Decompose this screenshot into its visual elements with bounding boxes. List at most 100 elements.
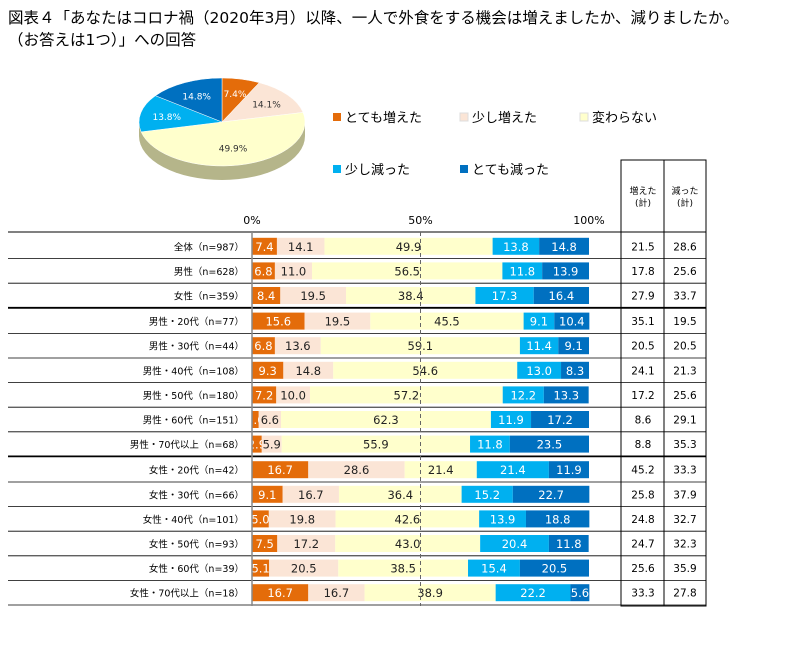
bar-value: 13.0 xyxy=(526,364,552,378)
bar-value: 11.0 xyxy=(281,264,307,278)
bar-value: 14.8 xyxy=(551,240,577,254)
bar-value: 56.5 xyxy=(394,264,420,278)
bar-segment xyxy=(519,559,589,577)
bar-segment xyxy=(492,237,540,255)
row-label: 男性（n=628） xyxy=(174,266,244,278)
bar-segment xyxy=(470,435,510,453)
bar-segment xyxy=(370,312,524,330)
bar-segment xyxy=(252,461,309,479)
bar-segment xyxy=(542,262,589,280)
bar-value: 43.0 xyxy=(395,537,421,551)
legend-swatch xyxy=(460,165,468,173)
bar-segment xyxy=(479,510,526,528)
title-line-2: （お答えは1つ）」への回答 xyxy=(8,31,197,49)
bar-segment xyxy=(475,287,534,304)
bar-value: 16.4 xyxy=(549,289,575,303)
bar-segment xyxy=(548,461,589,479)
axis-tick: 0% xyxy=(243,214,260,227)
bar-value: 36.4 xyxy=(387,488,413,502)
bar-value: 8.3 xyxy=(566,364,584,378)
bar-segment xyxy=(533,287,589,304)
legend-label: とても増えた xyxy=(345,111,422,126)
bar-segment xyxy=(539,237,589,255)
row-label: 男性・50代（n=180） xyxy=(143,390,244,402)
bar-value: 10.4 xyxy=(559,315,585,329)
bar-segment xyxy=(277,535,336,552)
decrease-total: 35.3 xyxy=(673,439,696,451)
bar-segment xyxy=(480,535,549,552)
decrease-total: 27.8 xyxy=(673,588,696,600)
bar-segment xyxy=(252,312,305,330)
bar-value: 20.5 xyxy=(542,562,568,576)
row-label: 男性・30代（n=44） xyxy=(149,341,244,353)
bar-segment xyxy=(252,485,283,503)
decrease-total: 33.3 xyxy=(673,465,696,477)
row-label: 女性・30代（n=66） xyxy=(149,489,244,501)
bar-segment xyxy=(364,584,496,602)
row-label: 女性・70代以上（n=18） xyxy=(130,588,244,600)
row-label: 男性・20代（n=77） xyxy=(149,316,244,328)
bar-value: 16.7 xyxy=(267,586,293,600)
table-header: (計) xyxy=(677,197,693,209)
row-label: 女性・50代（n=93） xyxy=(149,539,244,551)
row-label: 男性・60代（n=151） xyxy=(143,415,244,427)
increase-total: 20.5 xyxy=(631,341,654,353)
bar-value: 13.6 xyxy=(285,339,311,353)
increase-total: 17.2 xyxy=(631,390,654,402)
bar-segment xyxy=(404,461,477,479)
bar-value: 38.9 xyxy=(417,586,443,600)
bar-value: 7.5 xyxy=(255,537,273,551)
legend-label: 少し増えた xyxy=(472,111,537,126)
legend-swatch xyxy=(333,113,341,121)
bar-segment xyxy=(280,411,491,428)
bar-segment xyxy=(548,535,589,552)
bar-segment xyxy=(531,411,589,428)
axis-tick: 100% xyxy=(573,214,604,227)
decrease-total: 32.3 xyxy=(673,539,696,551)
row-label: 女性（n=359） xyxy=(174,291,244,303)
bar-value: 6.6 xyxy=(261,413,279,427)
pie-label: 14.8% xyxy=(182,92,211,102)
legend-label: 少し減った xyxy=(345,162,410,178)
bar-value: 16.7 xyxy=(267,463,293,477)
increase-total: 24.1 xyxy=(631,365,654,377)
bar-value: 13.3 xyxy=(553,388,579,402)
decrease-total: 33.7 xyxy=(673,291,696,303)
row-label: 男性・70代以上（n=68） xyxy=(130,439,244,451)
pie-slice xyxy=(154,77,223,123)
bar-segment xyxy=(517,361,562,379)
decrease-total: 25.6 xyxy=(673,266,697,278)
bar-value: 10.0 xyxy=(280,388,306,402)
legend-label: 変わらない xyxy=(592,110,657,126)
bar-value: 11.9 xyxy=(556,463,582,477)
increase-total: 25.8 xyxy=(631,489,654,501)
bar-segment xyxy=(512,485,590,503)
bar-segment xyxy=(268,510,336,528)
increase-total: 33.3 xyxy=(631,588,654,600)
bar-segment xyxy=(468,559,520,577)
bar-value: 45.5 xyxy=(434,315,460,329)
bar-value: 13.8 xyxy=(503,240,529,254)
bar-segment xyxy=(461,485,513,503)
bar-value: 21.4 xyxy=(428,463,454,477)
bar-value: 23.5 xyxy=(537,438,563,452)
bar-value: 8.4 xyxy=(257,289,275,303)
bar-segment xyxy=(304,312,371,330)
bar-value: 19.5 xyxy=(325,315,351,329)
bar-value: 17.2 xyxy=(547,413,573,427)
bar-segment xyxy=(519,337,559,355)
decrease-total: 35.9 xyxy=(673,563,696,575)
bar-segment xyxy=(280,287,347,304)
bar-segment xyxy=(523,312,555,330)
row-label: 全体（n=987） xyxy=(174,241,244,253)
bar-value: 20.5 xyxy=(291,562,317,576)
bar-value: 6.8 xyxy=(254,264,272,278)
bar-segment xyxy=(252,287,281,304)
bar-segment xyxy=(335,535,481,552)
increase-total: 35.1 xyxy=(631,316,654,328)
bar-value: 14.8 xyxy=(295,364,321,378)
bar-value: 42.6 xyxy=(395,512,421,526)
bar-segment xyxy=(252,510,269,528)
legend-swatch xyxy=(459,112,469,122)
